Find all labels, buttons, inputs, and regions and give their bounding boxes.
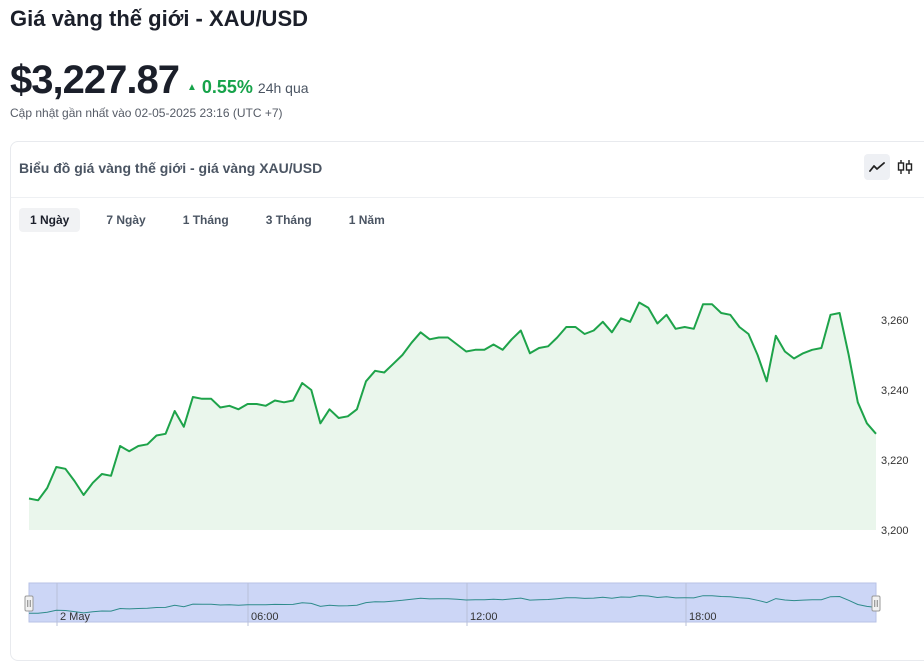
candlestick-icon — [897, 160, 913, 174]
chart-card-title: Biểu đồ giá vàng thế giới - giá vàng XAU… — [19, 160, 323, 176]
price-line — [28, 301, 877, 502]
change-period: 24h qua — [257, 80, 309, 96]
range-tabs: 1 Ngày 7 Ngày 1 Tháng 3 Tháng 1 Năm — [19, 208, 411, 232]
line-chart-icon — [869, 162, 885, 172]
navigator-selection — [28, 582, 877, 623]
candlestick-button[interactable] — [892, 154, 918, 180]
tab-3-months[interactable]: 3 Tháng — [265, 213, 312, 227]
navigator-right-handle[interactable] — [871, 595, 881, 612]
last-updated: Cập nhật gần nhất vào 02-05-2025 23:16 (… — [10, 106, 283, 120]
navigator-time-label: 18:00 — [689, 611, 717, 623]
y-tick-label: 3,200 — [881, 525, 909, 537]
current-price: $3,227.87 — [10, 58, 180, 102]
navigator-time-label: 2 May — [60, 611, 90, 623]
price-change: ▲ 0.55% 24h qua — [187, 77, 309, 98]
change-percent: 0.55% — [201, 77, 253, 97]
line-chart-button[interactable] — [864, 154, 890, 180]
navigator-line — [28, 595, 877, 614]
tab-1-day[interactable]: 1 Ngày — [19, 208, 81, 232]
navigator-left-handle[interactable] — [24, 595, 34, 612]
y-tick-label: 3,220 — [881, 455, 909, 467]
page-title: Giá vàng thế giới - XAU/USD — [10, 6, 309, 31]
chart-card: Biểu đồ giá vàng thế giới - giá vàng XAU… — [10, 141, 924, 661]
triangle-up-icon: ▲ — [186, 82, 197, 93]
navigator-time-label: 06:00 — [251, 611, 279, 623]
price-chart: 3,200 3,220 3,240 3,260 2 May 06:00 12:00 18:00 — [24, 301, 909, 626]
navigator-time-label: 12:00 — [470, 611, 498, 623]
price-area — [29, 302, 876, 530]
y-tick-label: 3,240 — [881, 385, 909, 397]
tab-7-days[interactable]: 7 Ngày — [106, 213, 146, 227]
card-divider — [11, 197, 924, 198]
y-tick-label: 3,260 — [881, 315, 909, 327]
tab-1-month[interactable]: 1 Tháng — [182, 213, 229, 227]
tab-1-year[interactable]: 1 Năm — [348, 213, 385, 227]
price-row: $3,227.87 ▲ 0.55% 24h qua — [10, 58, 309, 103]
